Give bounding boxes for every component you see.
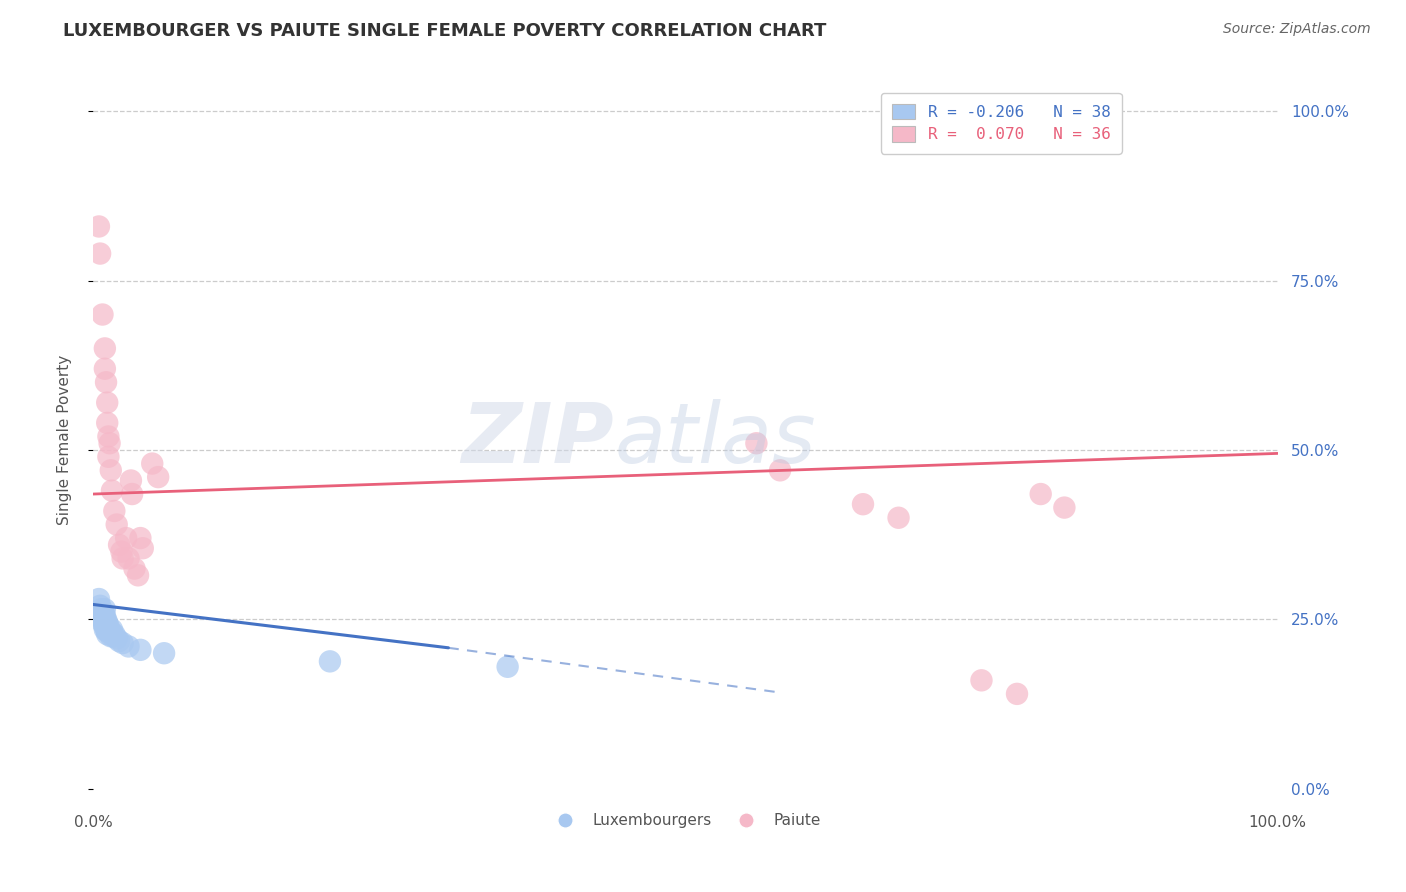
Point — [117, 551, 139, 566]
Text: atlas: atlas — [614, 400, 815, 481]
Point — [852, 497, 875, 511]
Point — [103, 627, 125, 641]
Point — [87, 592, 110, 607]
Point — [124, 561, 146, 575]
Point — [97, 450, 120, 464]
Point — [94, 619, 117, 633]
Point — [89, 246, 111, 260]
Point — [132, 541, 155, 556]
Point — [91, 308, 114, 322]
Point — [127, 568, 149, 582]
Text: LUXEMBOURGER VS PAIUTE SINGLE FEMALE POVERTY CORRELATION CHART: LUXEMBOURGER VS PAIUTE SINGLE FEMALE POV… — [63, 22, 827, 40]
Point — [101, 626, 124, 640]
Point — [97, 429, 120, 443]
Point — [94, 623, 117, 637]
Point — [101, 629, 124, 643]
Point — [87, 219, 110, 234]
Point — [111, 551, 134, 566]
Point — [96, 615, 118, 630]
Point — [96, 620, 118, 634]
Point — [319, 654, 342, 668]
Point — [94, 612, 117, 626]
Point — [121, 487, 143, 501]
Point — [745, 436, 768, 450]
Point — [96, 627, 118, 641]
Point — [1005, 687, 1028, 701]
Point — [100, 629, 122, 643]
Point — [91, 612, 114, 626]
Point — [115, 531, 138, 545]
Point — [101, 623, 124, 637]
Point — [94, 615, 117, 630]
Point — [96, 416, 118, 430]
Point — [94, 361, 117, 376]
Point — [93, 615, 115, 630]
Point — [97, 619, 120, 633]
Point — [110, 544, 132, 558]
Point — [153, 646, 176, 660]
Point — [94, 619, 117, 633]
Point — [496, 660, 519, 674]
Point — [108, 538, 131, 552]
Point — [105, 517, 128, 532]
Point — [100, 463, 122, 477]
Point — [887, 510, 910, 524]
Point — [98, 436, 121, 450]
Point — [1053, 500, 1076, 515]
Text: Source: ZipAtlas.com: Source: ZipAtlas.com — [1223, 22, 1371, 37]
Point — [1029, 487, 1052, 501]
Point — [146, 470, 169, 484]
Point — [111, 636, 134, 650]
Point — [120, 474, 142, 488]
Point — [769, 463, 792, 477]
Point — [105, 632, 128, 646]
Point — [90, 602, 112, 616]
Point — [91, 615, 114, 630]
Point — [94, 609, 117, 624]
Legend: Luxembourgers, Paiute: Luxembourgers, Paiute — [544, 807, 827, 835]
Point — [97, 624, 120, 639]
Point — [96, 624, 118, 639]
Point — [94, 376, 117, 390]
Point — [94, 615, 117, 630]
Point — [89, 606, 111, 620]
Point — [94, 342, 117, 356]
Y-axis label: Single Female Poverty: Single Female Poverty — [58, 355, 72, 525]
Point — [94, 602, 117, 616]
Point — [103, 504, 125, 518]
Text: ZIP: ZIP — [461, 400, 614, 481]
Point — [94, 623, 117, 637]
Point — [970, 673, 993, 688]
Point — [96, 395, 118, 409]
Point — [101, 483, 124, 498]
Point — [129, 643, 152, 657]
Point — [91, 609, 114, 624]
Point — [141, 457, 163, 471]
Point — [93, 606, 115, 620]
Point — [108, 634, 131, 648]
Point — [89, 599, 111, 613]
Point — [129, 531, 152, 545]
Point — [117, 640, 139, 654]
Point — [93, 609, 115, 624]
